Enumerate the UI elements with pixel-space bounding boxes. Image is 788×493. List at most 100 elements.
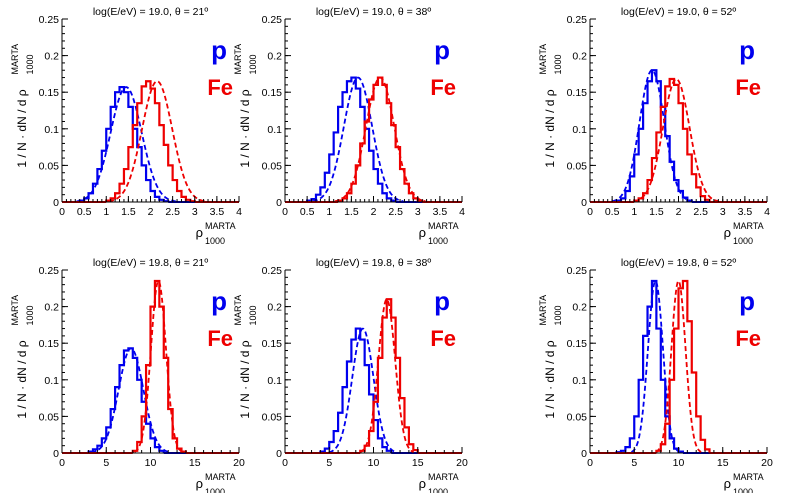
y-axis-label-main: 1 / N · dN / d ρ [238, 89, 252, 167]
histogram-Fe [131, 279, 187, 453]
y-tick-label: 0.25 [262, 265, 283, 277]
fit-curve-Fe [133, 279, 183, 453]
x-tick-label: 2 [676, 206, 682, 218]
y-tick-label: 0.2 [44, 302, 59, 314]
legend-label-fe: Fe [207, 75, 233, 100]
y-tick-label: 0 [276, 448, 282, 460]
y-tick-label: 0.1 [267, 124, 282, 136]
y-axis-label-super: MARTA [538, 295, 548, 326]
y-tick-label: 0.15 [262, 338, 283, 350]
fit-curve-Fe [108, 80, 206, 203]
x-tick-label: 3 [415, 206, 421, 218]
y-tick-label: 0.2 [267, 51, 282, 63]
fit-curve-Fe [655, 279, 702, 453]
fit-curve-p [328, 327, 398, 454]
x-axis-label-symbol: ρ [419, 476, 426, 491]
legend-label-fe: Fe [430, 326, 456, 351]
x-tick-label: 3.5 [433, 206, 448, 218]
x-tick-label: 3 [192, 206, 198, 218]
y-tick-label: 0.1 [44, 375, 59, 387]
legend-label-fe: Fe [735, 75, 761, 100]
y-tick-label: 0.15 [39, 338, 60, 350]
x-axis-label: ρ MARTA 1000 [724, 472, 764, 493]
x-axis-label-sub: 1000 [733, 236, 753, 246]
y-tick-label: 0.15 [567, 338, 588, 350]
chart-panel-4: log(E/eV) = 19.8, θ = 21º 0 0.05 0.1 0.15 0.2… [10, 257, 245, 493]
x-tick-label: 0 [59, 206, 65, 218]
y-tick-label: 0.05 [567, 411, 588, 423]
x-tick-label: 1 [326, 206, 332, 218]
x-tick-label: 2 [371, 206, 377, 218]
chart-title: log(E/eV) = 19.0, θ = 21º [93, 6, 208, 18]
x-axis-label: ρ MARTA 1000 [419, 221, 459, 246]
x-tick-label: 4 [459, 206, 465, 218]
y-axis-label-sub: 1000 [248, 305, 258, 325]
chart-panel-5: log(E/eV) = 19.8, θ = 38º 0 0.05 0.1 0.15 0.2… [233, 257, 468, 493]
x-tick-label: 2.5 [165, 206, 180, 218]
x-tick-label: 3.5 [738, 206, 753, 218]
y-tick-label: 0.15 [567, 87, 588, 99]
x-tick-label: 15 [717, 457, 729, 469]
y-axis-label-super: MARTA [233, 295, 243, 326]
y-tick-label: 0.2 [572, 51, 587, 63]
y-axis-label-sub: 1000 [248, 54, 258, 74]
x-tick-label: 10 [673, 457, 685, 469]
x-axis-label-symbol: ρ [196, 225, 203, 240]
histogram-Fe [633, 77, 711, 202]
x-axis-label-symbol: ρ [419, 225, 426, 240]
histogram-p [319, 327, 393, 453]
x-tick-label: 2.5 [693, 206, 708, 218]
chart-title: log(E/eV) = 19.8, θ = 38º [316, 257, 431, 269]
y-tick-label: 0.05 [567, 160, 588, 172]
y-axis-label-main: 1 / N · dN / d ρ [543, 89, 557, 167]
y-axis-label: 1 / N · dN / d ρ MARTA 1000 [538, 44, 563, 168]
fit-curve-Fe [334, 76, 426, 203]
x-tick-label: 3.5 [210, 206, 225, 218]
histogram-p [87, 347, 165, 453]
legend-label-fe: Fe [430, 75, 456, 100]
y-tick-label: 0.1 [44, 124, 59, 136]
x-tick-label: 1 [103, 206, 109, 218]
legend-label-p: p [739, 286, 755, 316]
x-axis-label-sub: 1000 [428, 236, 448, 246]
y-tick-label: 0 [53, 197, 59, 209]
y-axis-label-main: 1 / N · dN / d ρ [543, 340, 557, 418]
x-axis-label-symbol: ρ [724, 225, 731, 240]
chart-title: log(E/eV) = 19.8, θ = 52º [621, 257, 736, 269]
y-axis-label: 1 / N · dN / d ρ MARTA 1000 [233, 44, 258, 168]
x-tick-label: 0.5 [300, 206, 315, 218]
legend-label-fe: Fe [735, 326, 761, 351]
x-tick-label: 0 [282, 457, 288, 469]
x-axis-label-super: MARTA [733, 472, 764, 482]
legend-label-p: p [434, 35, 450, 65]
y-tick-label: 0 [581, 448, 587, 460]
y-axis-label-super: MARTA [538, 44, 548, 75]
legend-label-p: p [739, 35, 755, 65]
legend-label-fe: Fe [207, 326, 233, 351]
y-axis-label-sub: 1000 [553, 54, 563, 74]
y-tick-label: 0.1 [267, 375, 282, 387]
chart-panel-1: log(E/eV) = 19.0, θ = 21º 0 0.05 0.1 0.15 0.2… [10, 6, 242, 246]
x-tick-label: 20 [233, 457, 245, 469]
x-tick-label: 2 [148, 206, 154, 218]
fit-curve-Fe [633, 78, 719, 203]
legend-label-p: p [434, 286, 450, 316]
chart-title: log(E/eV) = 19.8, θ = 21º [93, 257, 208, 269]
fit-curve-p [612, 69, 692, 203]
y-axis-label-sub: 1000 [553, 305, 563, 325]
histogram-Fe [655, 279, 711, 453]
y-tick-label: 0.2 [572, 302, 587, 314]
x-axis-label: ρ MARTA 1000 [724, 221, 764, 246]
y-tick-label: 0.05 [262, 411, 283, 423]
histogram-p [306, 76, 397, 202]
fit-curve-p [631, 279, 680, 453]
x-tick-label: 1.5 [121, 206, 136, 218]
y-tick-label: 0.15 [39, 87, 60, 99]
y-tick-label: 0.25 [39, 14, 60, 26]
y-tick-label: 0.25 [39, 265, 60, 277]
x-tick-label: 0 [587, 206, 593, 218]
y-axis-label: 1 / N · dN / d ρ MARTA 1000 [10, 44, 35, 168]
x-axis-label-sub: 1000 [428, 487, 448, 493]
y-axis-label: 1 / N · dN / d ρ MARTA 1000 [10, 295, 35, 419]
